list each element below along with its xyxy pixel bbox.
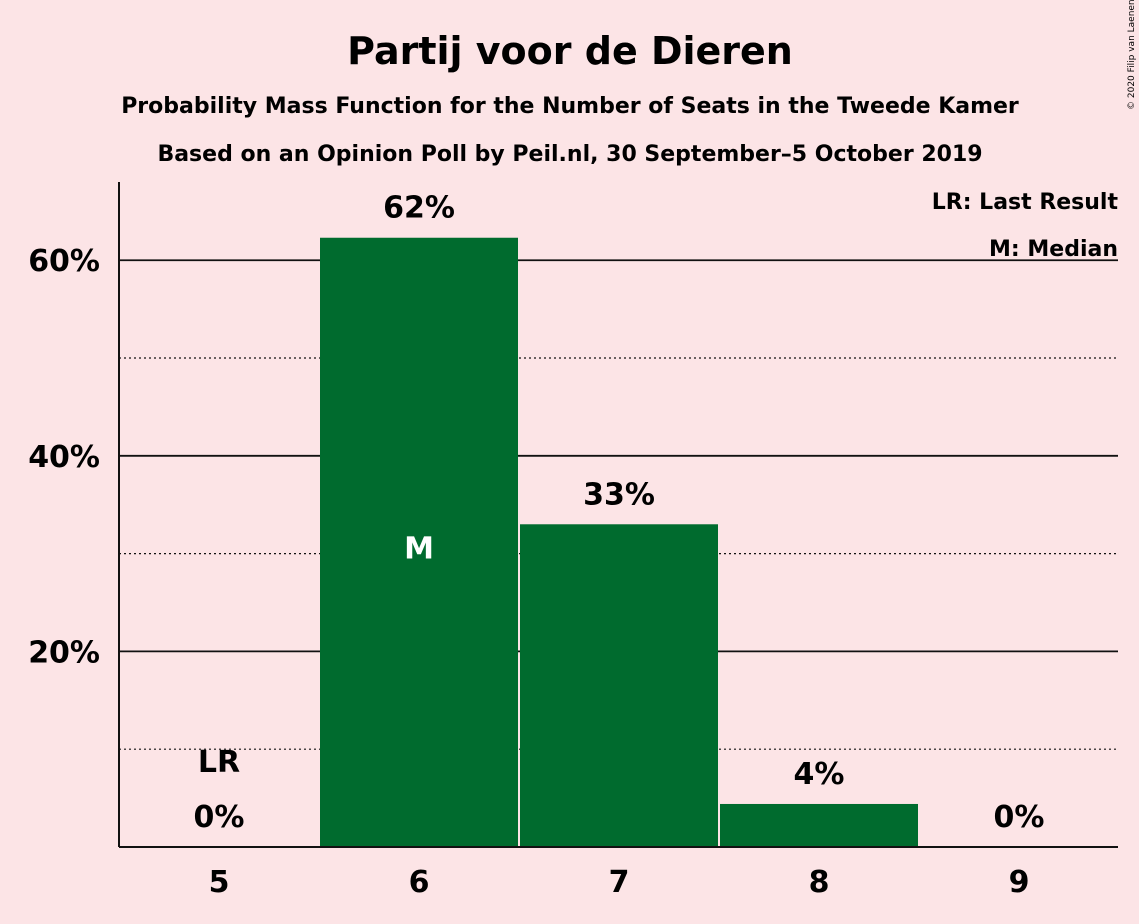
legend-entry-median: M: Median: [989, 237, 1118, 262]
y-tick-label: 40%: [28, 440, 100, 475]
axis-ticks: 20% 40% 60% 5 6 7 8 9: [28, 244, 1029, 900]
data-label: 0%: [194, 800, 245, 835]
data-label: 0%: [994, 800, 1045, 835]
copyright-notice: © 2020 Filip van Laenen: [1127, 0, 1137, 110]
gridlines: [119, 259, 1118, 750]
x-tick-label: 9: [1009, 865, 1030, 900]
data-label: 33%: [583, 477, 655, 512]
chart-subtitle-1: Probability Mass Function for the Number…: [121, 94, 1019, 119]
bars: [320, 237, 918, 847]
y-tick-label: 60%: [28, 244, 100, 279]
x-tick-label: 6: [409, 865, 430, 900]
y-tick-label: 20%: [28, 635, 100, 670]
bar-6: [320, 237, 518, 847]
bar-7: [520, 524, 718, 847]
data-label: 62%: [383, 191, 455, 226]
data-label: 4%: [794, 757, 845, 792]
data-labels: 0% LR 62% M 33% 4% 0%: [194, 191, 1045, 835]
x-tick-label: 7: [609, 865, 630, 900]
chart-subtitle-2: Based on an Opinion Poll by Peil.nl, 30 …: [157, 142, 982, 167]
bar-8: [720, 803, 918, 847]
median-marker: M: [404, 532, 434, 567]
chart-title: Partij voor de Dieren: [347, 29, 793, 73]
last-result-marker: LR: [198, 745, 240, 780]
x-tick-label: 8: [809, 865, 830, 900]
legend-entry-last-result: LR: Last Result: [932, 190, 1119, 215]
x-tick-label: 5: [209, 865, 230, 900]
